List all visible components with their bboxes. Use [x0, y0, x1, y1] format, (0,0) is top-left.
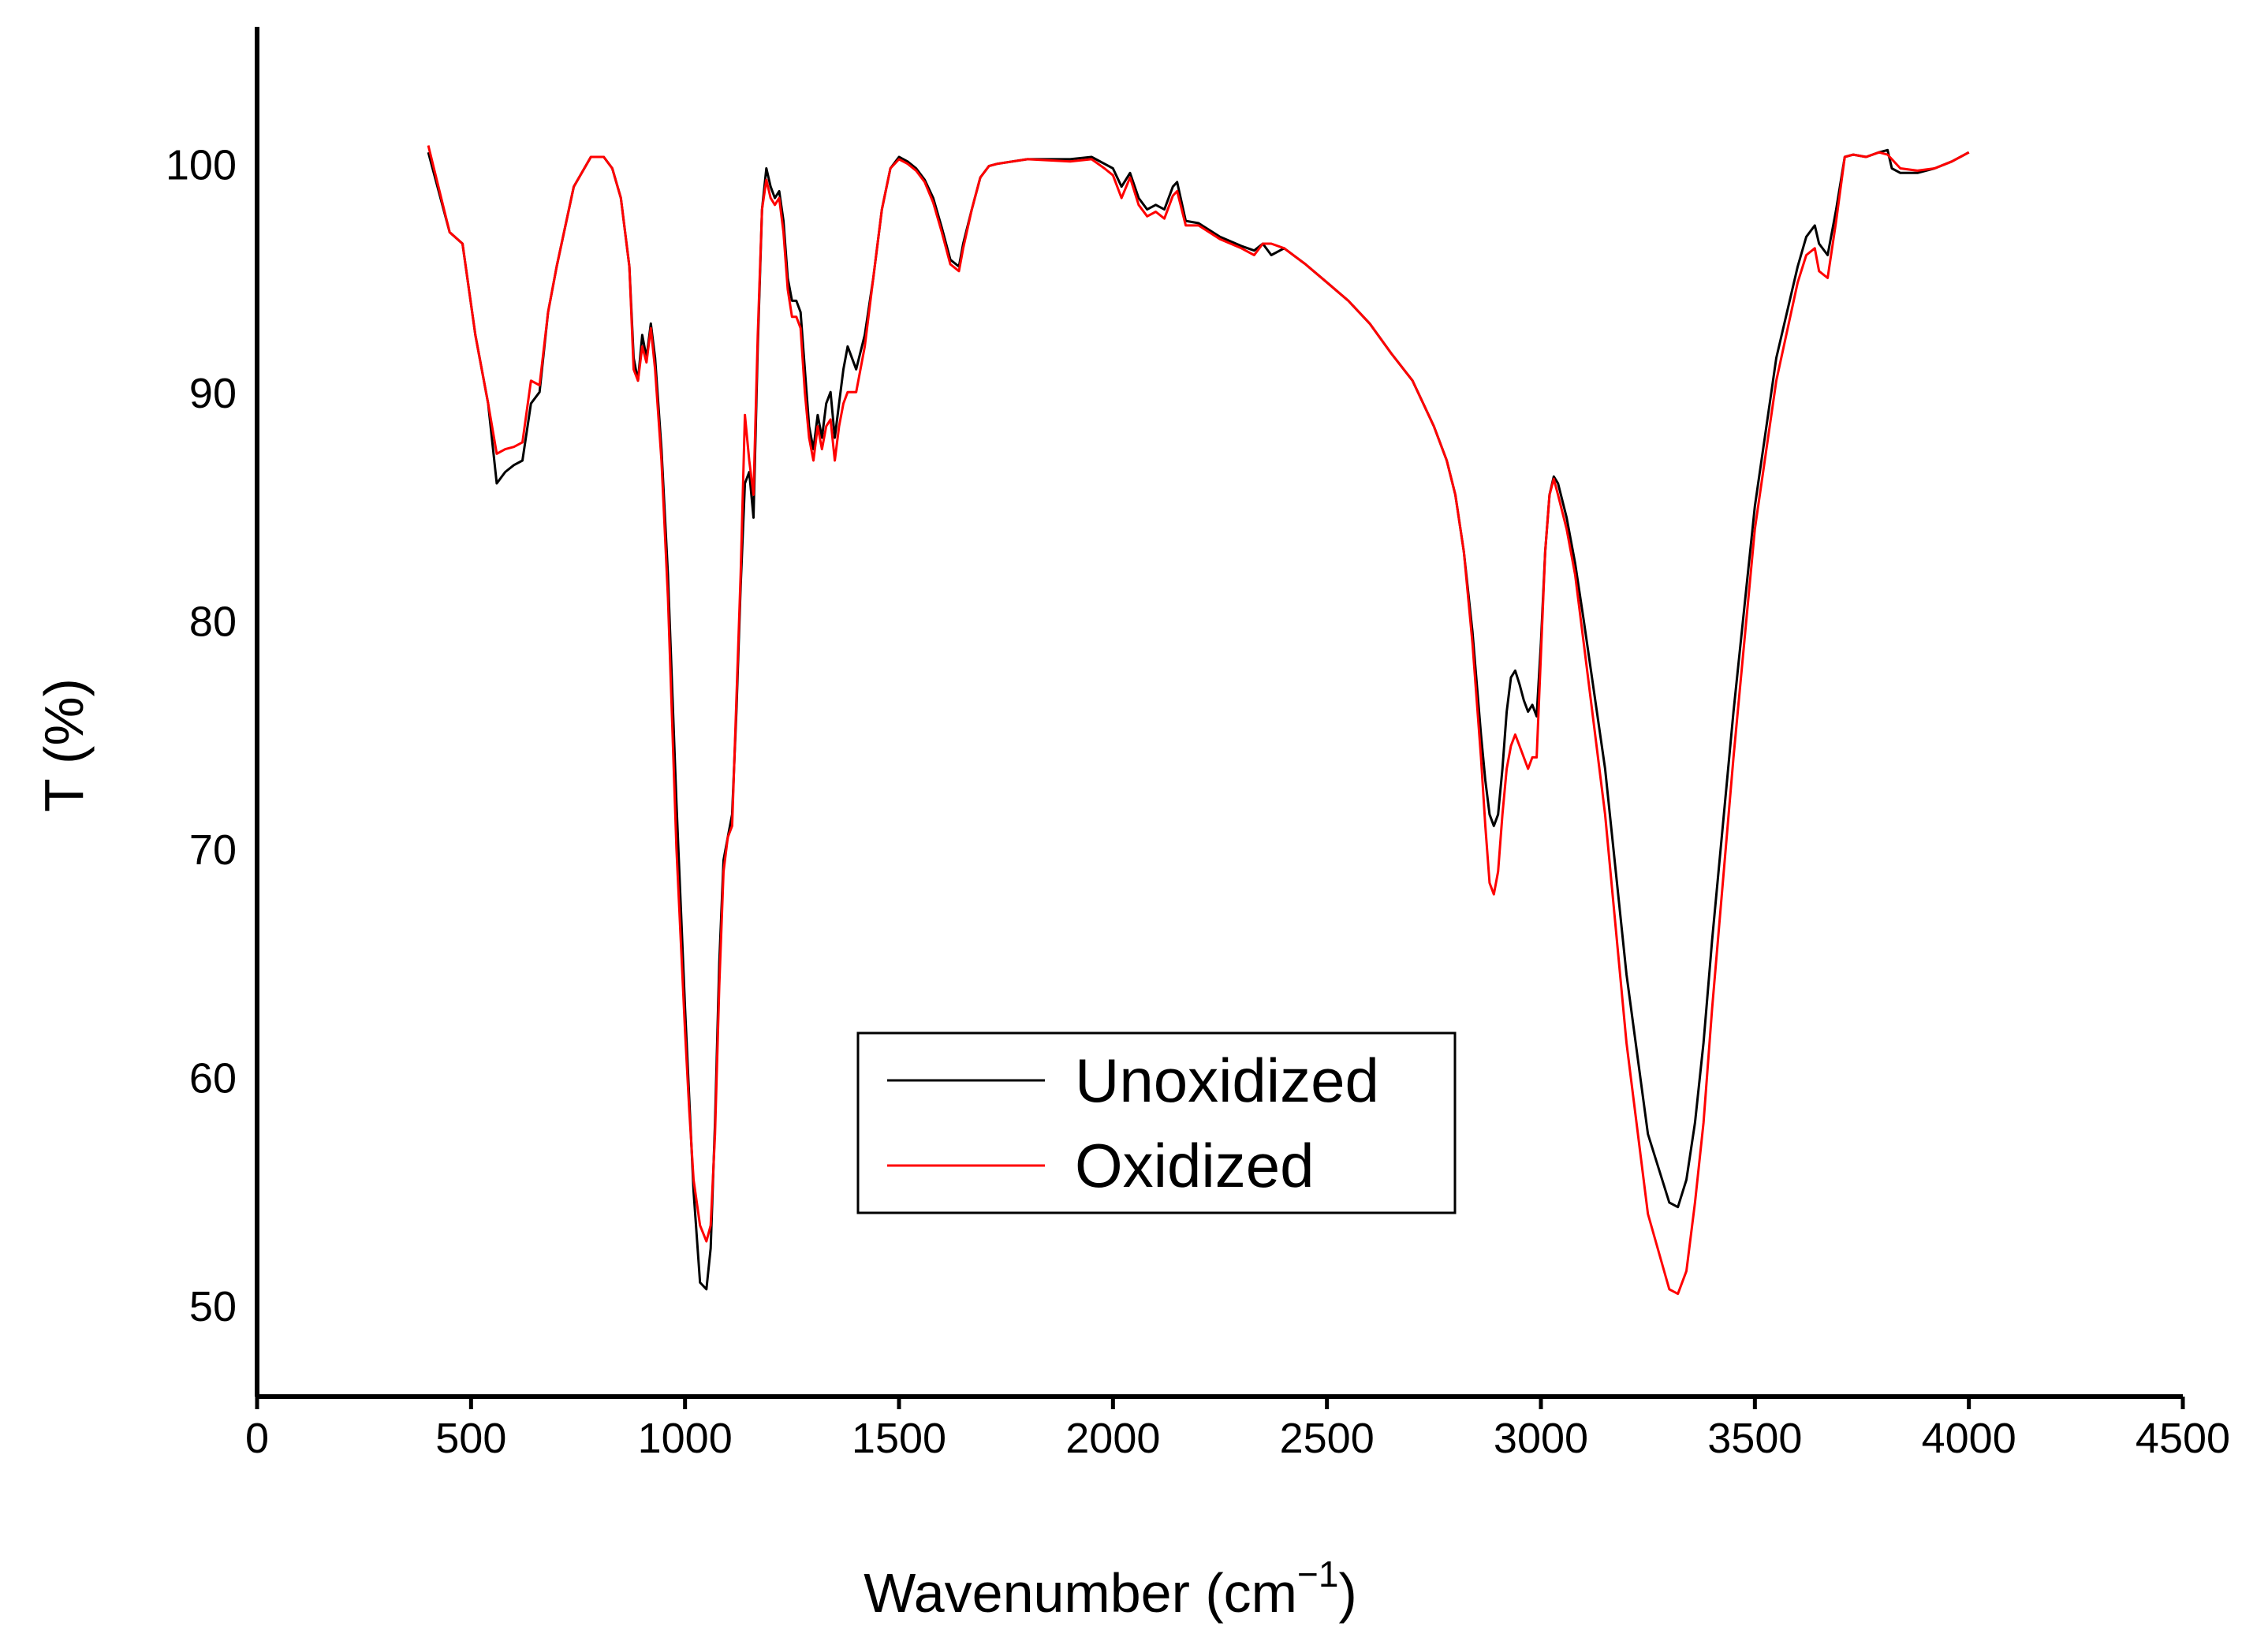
- y-tick-label: 80: [189, 599, 237, 646]
- x-ticks: 0 500 1000 1500 2000 2500 3000 3500 4000 4500: [245, 1397, 2230, 1462]
- y-axis-title: T (%): [33, 678, 95, 812]
- legend: Unoxidized Oxidized: [856, 1031, 1457, 1214]
- x-tick-label: 2500: [1280, 1415, 1375, 1462]
- y-ticks: 50 60 70 80 90 100: [166, 142, 237, 1330]
- y-tick-label: 90: [189, 370, 237, 417]
- x-tick-label: 4500: [2136, 1415, 2230, 1462]
- legend-box: [856, 1031, 1457, 1214]
- legend-label-unoxidized: Unoxidized: [1075, 1046, 1379, 1115]
- x-axis-title-main: Wavenumber (cm: [864, 1562, 1297, 1624]
- y-tick-label: 100: [166, 142, 237, 189]
- y-tick-label: 70: [189, 826, 237, 874]
- x-axis-title-close: ): [1338, 1562, 1356, 1624]
- x-tick-label: 0: [245, 1415, 269, 1462]
- y-tick-label: 50: [189, 1283, 237, 1330]
- legend-label-oxidized: Oxidized: [1075, 1131, 1314, 1200]
- x-tick-label: 2000: [1065, 1415, 1160, 1462]
- x-tick-label: 1000: [638, 1415, 733, 1462]
- series-layer: [427, 145, 1970, 1296]
- x-tick-label: 3000: [1494, 1415, 1588, 1462]
- x-axis-title-superscript: −1: [1297, 1554, 1338, 1595]
- series-line-oxidized: [427, 145, 1970, 1296]
- x-tick-label: 1500: [852, 1415, 946, 1462]
- x-axis-title: Wavenumber (cm−1): [864, 1554, 1357, 1624]
- y-tick-label: 60: [189, 1055, 237, 1102]
- x-tick-label: 4000: [1922, 1415, 2016, 1462]
- x-tick-label: 3500: [1707, 1415, 1802, 1462]
- x-tick-label: 500: [435, 1415, 506, 1462]
